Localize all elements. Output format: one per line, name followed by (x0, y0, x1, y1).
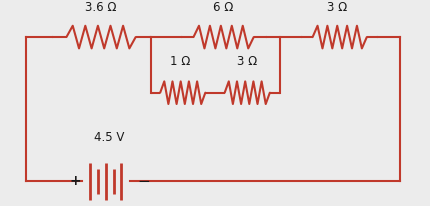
Text: 3 Ω: 3 Ω (237, 55, 258, 68)
Text: 1 Ω: 1 Ω (170, 55, 191, 68)
Text: 6 Ω: 6 Ω (213, 1, 234, 14)
Text: 4.5 V: 4.5 V (95, 131, 125, 144)
Text: +: + (69, 174, 81, 188)
Text: 3.6 Ω: 3.6 Ω (85, 1, 117, 14)
Text: 3 Ω: 3 Ω (327, 1, 348, 14)
Text: −: − (138, 174, 150, 189)
